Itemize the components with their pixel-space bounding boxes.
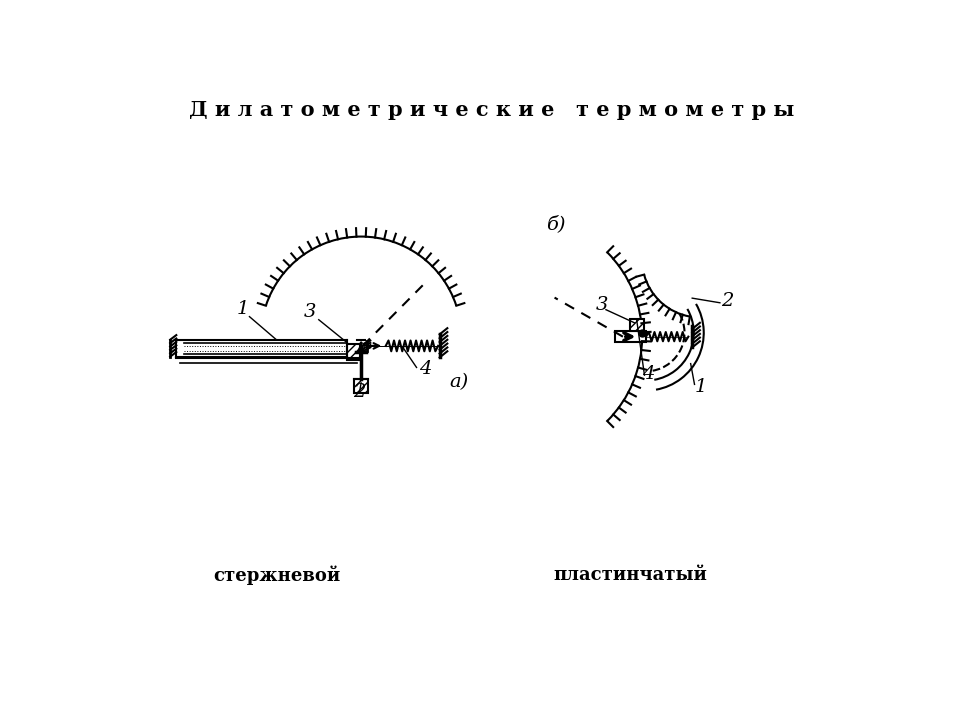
Text: пластинчатый: пластинчатый	[554, 567, 708, 585]
Text: 4: 4	[419, 359, 431, 377]
Bar	[615, 331, 646, 342]
Bar	[354, 379, 368, 393]
Text: 1: 1	[694, 378, 707, 396]
Bar	[348, 344, 360, 360]
Text: 2: 2	[722, 292, 733, 310]
Text: Д и л а т о м е т р и ч е с к и е   т е р м о м е т р ы: Д и л а т о м е т р и ч е с к и е т е р …	[189, 99, 795, 120]
Text: 1: 1	[236, 300, 249, 318]
Text: 3: 3	[596, 296, 609, 314]
Text: 4: 4	[642, 365, 655, 383]
Text: стержневой: стержневой	[213, 566, 340, 585]
Bar	[630, 319, 644, 331]
Text: а): а)	[449, 373, 468, 391]
Text: 2: 2	[353, 383, 366, 401]
Text: 3: 3	[303, 303, 316, 321]
Text: б): б)	[546, 215, 565, 233]
